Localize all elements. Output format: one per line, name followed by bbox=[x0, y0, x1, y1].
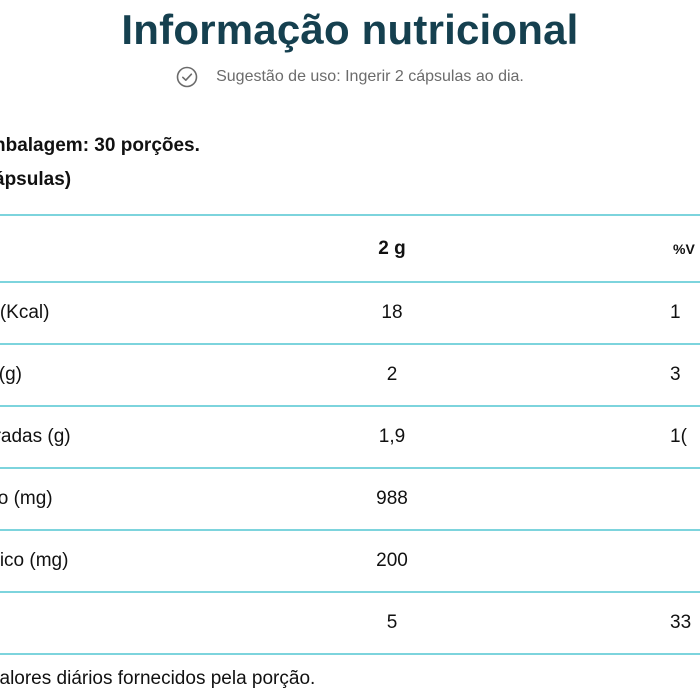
nutrient-name: ico (mg) bbox=[0, 488, 53, 509]
check-circle-icon bbox=[176, 66, 198, 88]
nutrient-vd: 33 bbox=[670, 612, 692, 633]
usage-suggestion-text: Sugestão de uso: Ingerir 2 cápsulas ao d… bbox=[216, 68, 524, 85]
nutrient-vd: 1( bbox=[670, 426, 687, 447]
table-row: rílico (mg) 200 bbox=[0, 529, 700, 591]
table-row: s (g) 2 3 bbox=[0, 343, 700, 405]
nutrient-amount: 1,9 bbox=[378, 426, 406, 447]
nutrient-vd: 3 bbox=[670, 364, 681, 385]
nutrient-amount: 18 bbox=[381, 302, 403, 323]
table-footnote: valores diários fornecidos pela porção. bbox=[0, 668, 316, 689]
nutrient-name: s (g) bbox=[0, 364, 22, 385]
usage-suggestion: Sugestão de uso: Ingerir 2 cápsulas ao d… bbox=[0, 66, 700, 88]
page-title: Informação nutricional bbox=[121, 6, 579, 53]
header-vd-cell: %V bbox=[673, 240, 695, 257]
serving-size: ápsulas) bbox=[0, 169, 72, 190]
nutrient-amount: 988 bbox=[376, 488, 408, 509]
table-row: o (Kcal) 18 1 bbox=[0, 281, 700, 343]
nutrient-name: o (Kcal) bbox=[0, 302, 50, 323]
nutrient-amount: 5 bbox=[386, 612, 398, 633]
nutrient-name: uradas (g) bbox=[0, 426, 71, 447]
nutrition-table: 2 g %V o (Kcal) 18 1 s (g) 2 3 uradas (g… bbox=[0, 214, 700, 655]
nutrient-amount: 2 bbox=[386, 364, 398, 385]
servings-per-package: nbalagem: 30 porções. bbox=[0, 135, 200, 156]
table-header-row: 2 g %V bbox=[0, 214, 700, 281]
table-row: uradas (g) 1,9 1( bbox=[0, 405, 700, 467]
nutrient-name: rílico (mg) bbox=[0, 550, 69, 571]
header-amount-cell: 2 g bbox=[378, 237, 406, 259]
table-row: ) 5 33 bbox=[0, 591, 700, 655]
table-row: ico (mg) 988 bbox=[0, 467, 700, 529]
nutrient-vd: 1 bbox=[670, 302, 681, 323]
nutrient-amount: 200 bbox=[376, 550, 408, 571]
